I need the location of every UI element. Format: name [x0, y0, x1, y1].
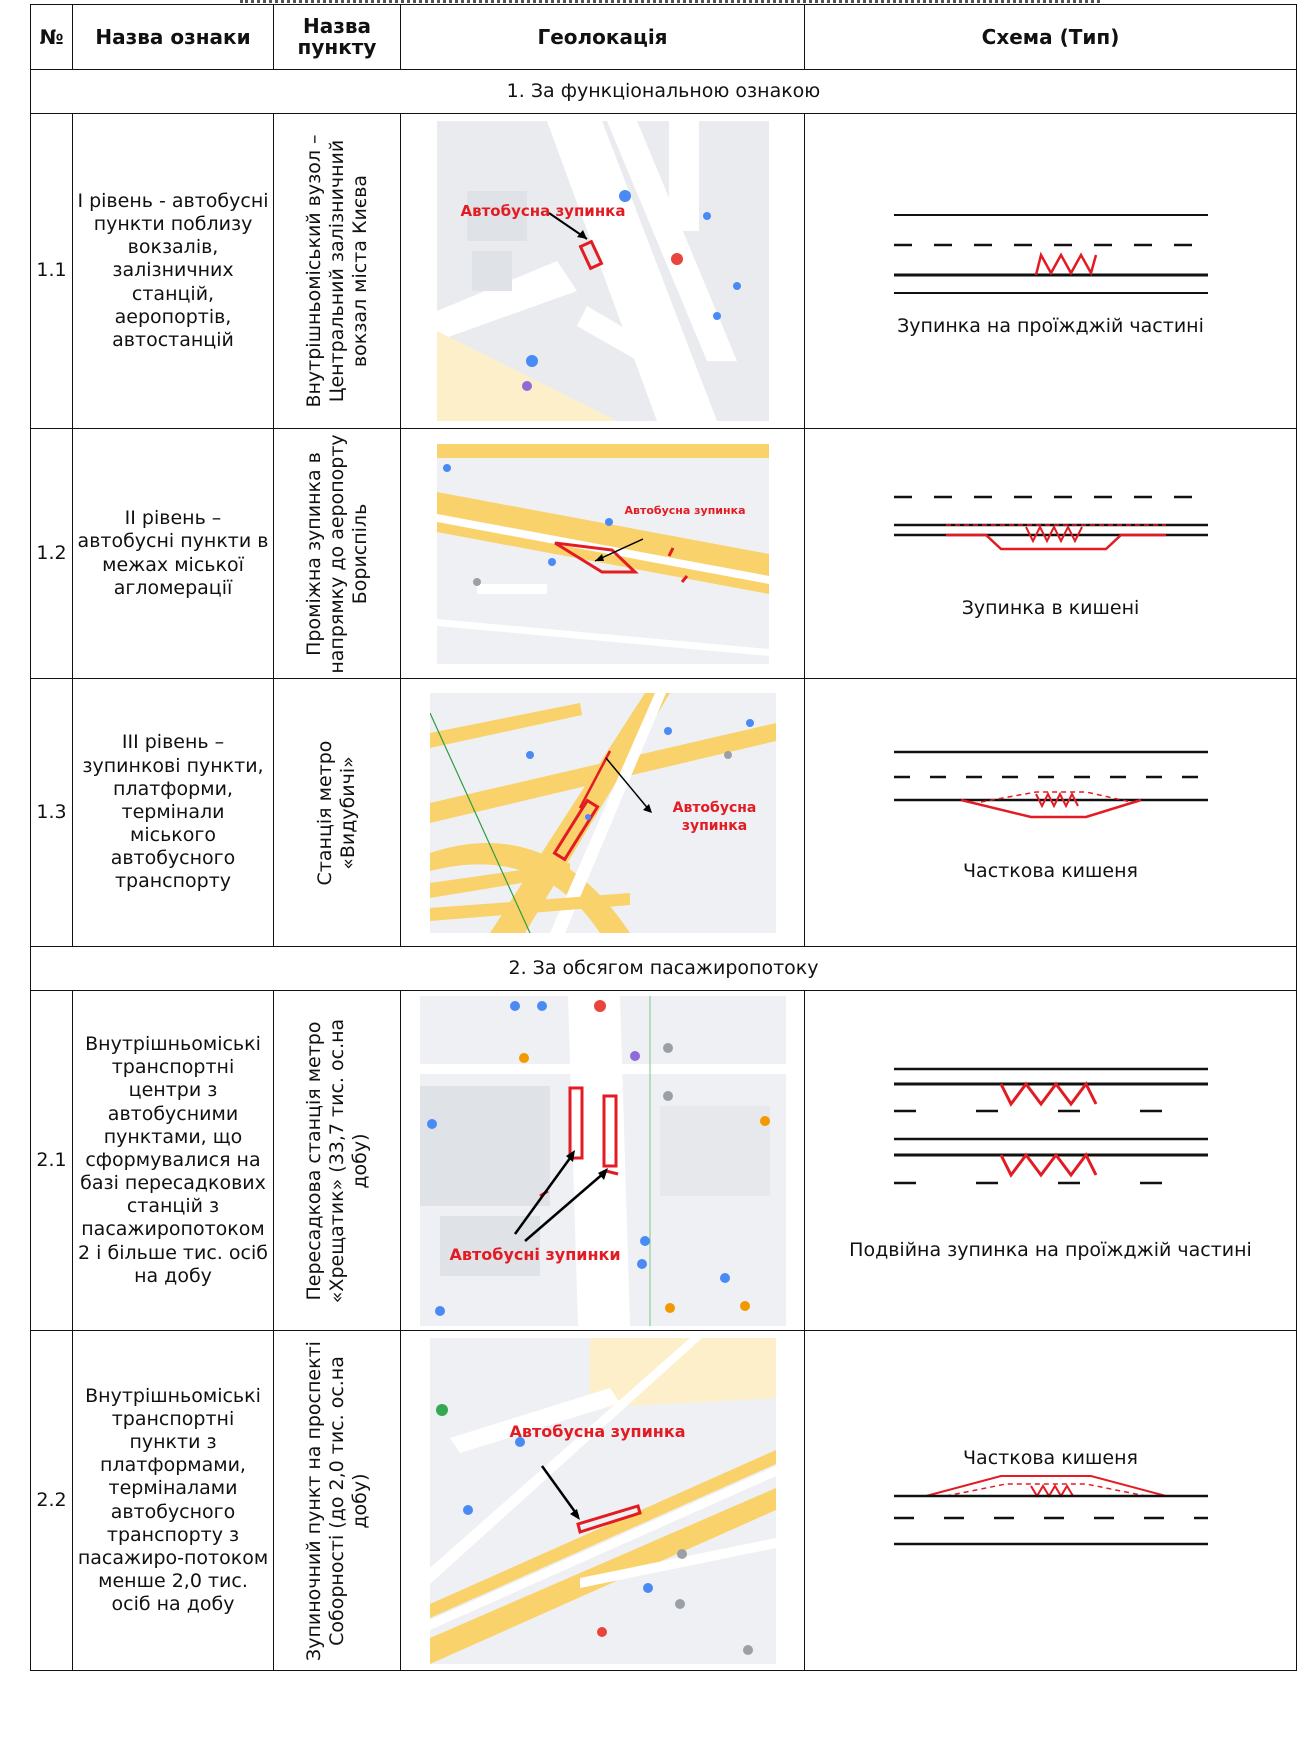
table-row: 1.3 ІІІ рівень – зупинкові пункти, платф…	[30, 678, 1297, 947]
row-scheme: Часткова кишеня	[804, 678, 1297, 947]
row-feature: І рівень - автобусні пункти поблизу вокз…	[72, 113, 274, 429]
section-row: 1. За функціональною ознакою	[30, 69, 1297, 114]
map-image: Автобусна зупинка	[429, 692, 776, 933]
row-geo: Автобусні зупинки	[400, 990, 805, 1331]
scheme-caption: Зупинка в кишені	[961, 597, 1140, 620]
map-label: Автобусна зупинка	[672, 799, 757, 835]
scheme-stop-on-road	[893, 213, 1208, 294]
header-feature: Назва ознаки	[72, 4, 274, 70]
scheme-pocket-stop	[893, 495, 1208, 551]
header-row: № Назва ознаки Назва пункту Геолокація С…	[30, 4, 1297, 70]
bus-stop-classification-table: № Назва ознаки Назва пункту Геолокація С…	[30, 4, 1297, 1671]
table-row: 2.2 Внутрішньоміські транспортні пункти …	[30, 1330, 1297, 1671]
row-num: 2.1	[30, 990, 73, 1331]
scheme-caption: Подвійна зупинка на проїжджій частині	[849, 1239, 1252, 1262]
row-feature: ІІІ рівень – зупинкові пункти, платформи…	[72, 678, 274, 947]
section-title: 2. За обсягом пасажиропотоку	[30, 946, 1297, 991]
scheme-double-stop	[893, 1067, 1208, 1185]
row-point-cell: Зупиночний пункт на проспекті Соборності…	[273, 1330, 401, 1671]
row-feature: ІІ рівень – автобусні пункти в межах міс…	[72, 428, 274, 679]
row-point-cell: Внутрішньоміський вузол – Центральний за…	[273, 113, 401, 429]
row-feature: Внутрішньоміські транспортні центри з ав…	[72, 990, 274, 1331]
table-row: 2.1 Внутрішньоміські транспортні центри …	[30, 990, 1297, 1331]
map-image: Автобусна зупинка	[436, 121, 769, 421]
section-title: 1. За функціональною ознакою	[30, 69, 1297, 114]
map-image: Автобусна зупинка	[436, 443, 769, 664]
scheme-caption: Часткова кишеня	[963, 860, 1138, 883]
row-point-cell: Проміжна зупинка в напрямку до аеропорту…	[273, 428, 401, 679]
row-scheme: Зупинка на проїжджій частині	[804, 113, 1297, 429]
row-scheme: Часткова кишеня	[804, 1330, 1297, 1671]
row-geo: Автобусна зупинка	[400, 428, 805, 679]
row-feature: Внутрішньоміські транспортні пункти з пл…	[72, 1330, 274, 1671]
row-num: 1.2	[30, 428, 73, 679]
section-row: 2. За обсягом пасажиропотоку	[30, 946, 1297, 991]
row-scheme: Зупинка в кишені	[804, 428, 1297, 679]
row-point: Проміжна зупинка в напрямку до аеропорту…	[302, 433, 371, 674]
row-geo: Автобусна зупинка	[400, 113, 805, 429]
row-point: Пересадкова станція метро «Хрещатик» (33…	[302, 1018, 371, 1303]
top-cropped-heading	[30, 0, 1300, 6]
header-num: №	[30, 4, 73, 70]
map-label: Автобусна зупинка	[509, 1421, 686, 1441]
row-point-cell: Пересадкова станція метро «Хрещатик» (33…	[273, 990, 401, 1331]
header-point: Назва пункту	[273, 4, 401, 70]
table-row: 1.1 І рівень - автобусні пункти поблизу …	[30, 113, 1297, 429]
map-image: Автобусні зупинки	[419, 995, 786, 1326]
row-num: 1.1	[30, 113, 73, 429]
row-point: Внутрішньоміський вузол – Центральний за…	[302, 134, 371, 408]
map-label: Автобусна зупинка	[460, 202, 626, 220]
row-point: Станція метро «Видубичі»	[314, 740, 359, 885]
map-image: Автобусна зупинка	[429, 1337, 776, 1664]
scheme-caption: Часткова кишеня	[963, 1447, 1138, 1470]
row-geo: Автобусна зупинка	[400, 1330, 805, 1671]
row-point-cell: Станція метро «Видубичі»	[273, 678, 401, 947]
table-row: 1.2 ІІ рівень – автобусні пункти в межах…	[30, 428, 1297, 679]
header-geo: Геолокація	[400, 4, 805, 70]
row-scheme: Подвійна зупинка на проїжджій частині	[804, 990, 1297, 1331]
row-point: Зупиночний пункт на проспекті Соборності…	[302, 1340, 371, 1661]
scheme-caption: Зупинка на проїжджій частині	[897, 314, 1204, 337]
map-label: Автобусні зупинки	[449, 1244, 621, 1264]
header-scheme: Схема (Тип)	[804, 4, 1297, 70]
row-num: 2.2	[30, 1330, 73, 1671]
map-label: Автобусна зупинка	[624, 503, 746, 517]
scheme-partial-pocket-2	[893, 1474, 1208, 1546]
row-num: 1.3	[30, 678, 73, 947]
scheme-partial-pocket	[893, 750, 1208, 819]
row-geo: Автобусна зупинка	[400, 678, 805, 947]
